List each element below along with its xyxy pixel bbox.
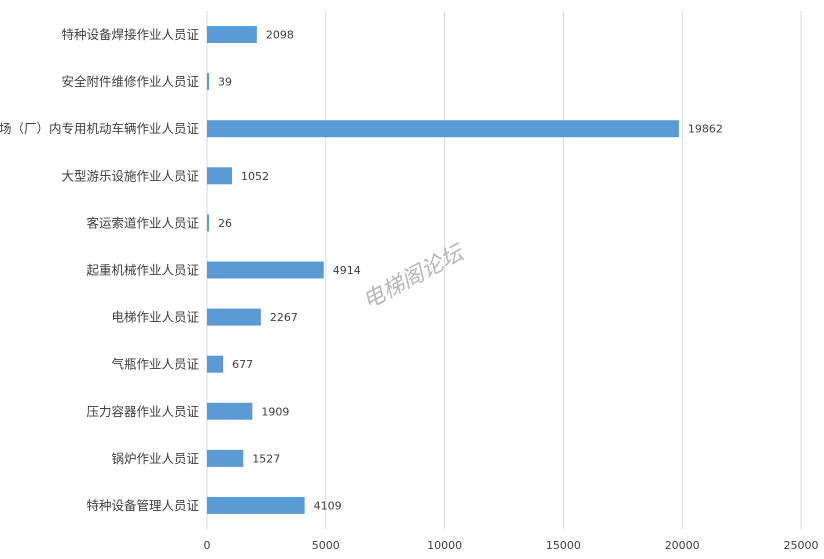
value-label: 26	[218, 217, 232, 230]
category-label: 起重机械作业人员证	[86, 263, 199, 278]
x-tick-label: 20000	[665, 539, 700, 552]
value-label: 1052	[241, 170, 269, 183]
category-label: 气瓶作业人员证	[111, 357, 199, 372]
value-label: 39	[218, 76, 232, 89]
x-tick-label: 10000	[427, 539, 462, 552]
bar	[207, 355, 224, 373]
value-label: 4109	[314, 499, 342, 512]
value-label: 2098	[266, 29, 294, 42]
bar	[207, 26, 257, 44]
bar	[207, 308, 261, 326]
category-labels: 特种设备焊接作业人员证安全附件维修作业人员证场（厂）内专用机动车辆作业人员证大型…	[0, 27, 199, 513]
value-label: 1527	[252, 452, 280, 465]
category-label: 客运索道作业人员证	[86, 215, 199, 230]
category-label: 压力容器作业人员证	[86, 404, 199, 419]
category-label: 场（厂）内专用机动车辆作业人员证	[0, 121, 199, 136]
bar	[207, 261, 324, 279]
gridlines	[206, 11, 802, 529]
x-tick-label: 25000	[784, 539, 819, 552]
category-label: 电梯作业人员证	[111, 310, 199, 325]
value-label: 677	[232, 358, 253, 371]
bar	[207, 120, 679, 138]
watermark: 电梯阁论坛	[359, 240, 470, 315]
bar	[207, 214, 209, 232]
bar	[207, 167, 232, 185]
value-label: 2267	[270, 311, 298, 324]
x-tick-label: 0	[204, 539, 211, 552]
category-label: 特种设备管理人员证	[86, 498, 199, 513]
category-label: 安全附件维修作业人员证	[61, 74, 199, 89]
category-label: 大型游乐设施作业人员证	[61, 168, 199, 183]
x-tick-label: 5000	[312, 539, 340, 552]
value-label: 1909	[261, 405, 289, 418]
bar	[207, 73, 209, 91]
category-label: 特种设备焊接作业人员证	[61, 27, 199, 42]
bar	[207, 402, 253, 420]
bars	[207, 26, 679, 514]
value-label: 19862	[688, 123, 723, 136]
value-label: 4914	[333, 264, 361, 277]
category-label: 锅炉作业人员证	[111, 451, 199, 466]
x-tick-label: 15000	[546, 539, 581, 552]
value-labels: 2098 39 19862 1052 26 4914 2267 677 1909 1527 4109	[218, 29, 723, 513]
bar	[207, 449, 244, 467]
x-axis-ticks: 0 5000 10000 15000 20000 25000	[204, 539, 819, 552]
bar	[207, 496, 305, 514]
